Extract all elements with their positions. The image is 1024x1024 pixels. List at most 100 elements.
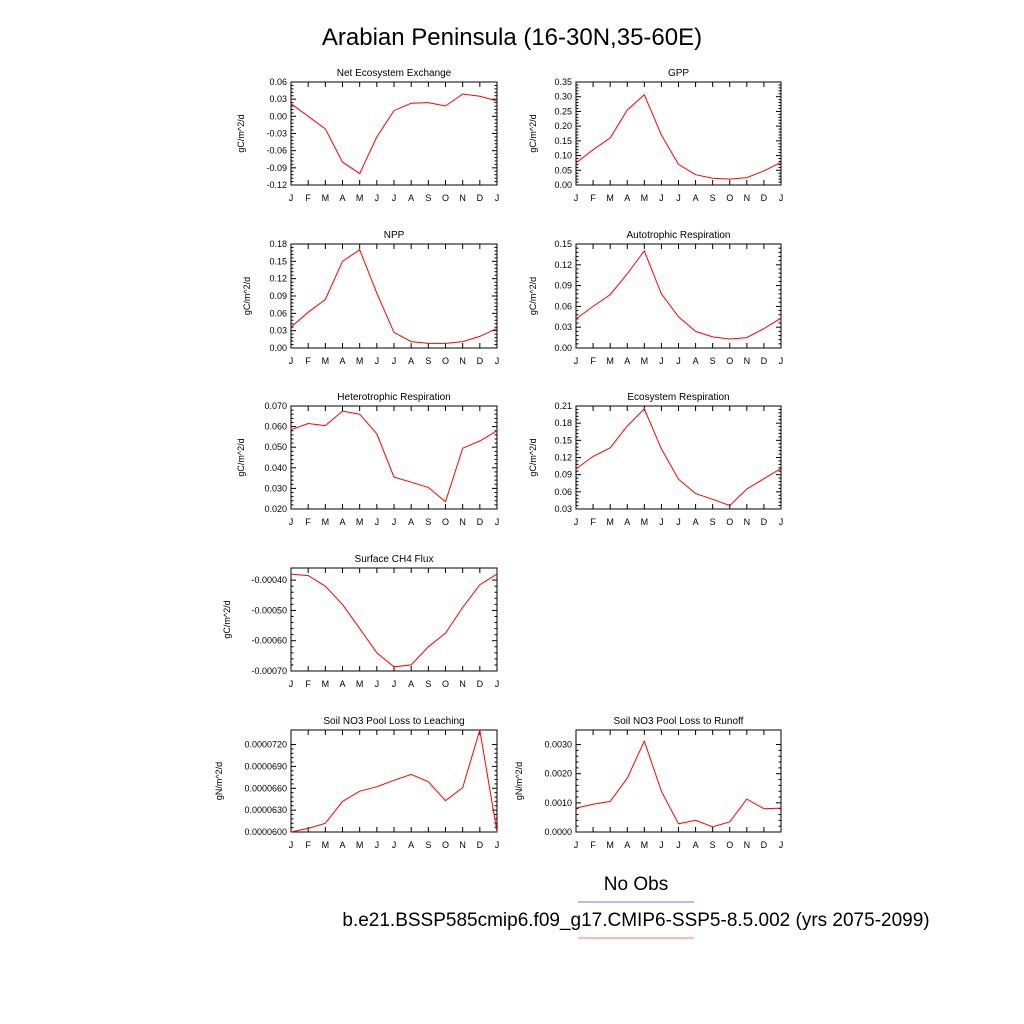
figure-title: Arabian Peninsula (16-30N,35-60E) (322, 24, 702, 51)
x-tick-label: A (339, 840, 345, 850)
y-tick-label: 0.050 (264, 442, 287, 452)
y-tick-label: 0.12 (554, 260, 572, 270)
x-tick-label: J (375, 356, 380, 366)
x-tick-label: J (392, 193, 397, 203)
x-tick-label: J (495, 679, 500, 689)
x-tick-label: S (425, 840, 431, 850)
plot-frame (575, 405, 782, 510)
y-tick-label: 0.05 (554, 165, 572, 175)
x-tick-label: F (305, 193, 311, 203)
panel-title: Surface CH4 Flux (355, 554, 434, 565)
chart-panel-8: Soil NO3 Pool Loss to Leaching 0.0000720 0… (214, 716, 499, 850)
x-tick-label: D (477, 356, 484, 366)
x-tick-label: A (693, 840, 699, 850)
series-line (575, 739, 782, 828)
x-tick-label: O (726, 517, 733, 527)
x-tick-label: N (459, 356, 466, 366)
x-tick-label: M (356, 679, 364, 689)
x-tick-label: J (375, 679, 380, 689)
y-tick-label: 0.060 (264, 422, 287, 432)
y-tick-label: 0.06 (554, 487, 572, 497)
series-line (575, 93, 782, 180)
x-tick-label: M (641, 356, 649, 366)
x-tick-label: J (659, 356, 664, 366)
y-axis-label: gC/m^2/d (528, 277, 538, 315)
x-tick-label: J (392, 840, 397, 850)
y-tick-label: 0.18 (269, 239, 287, 249)
x-tick-label: A (408, 517, 414, 527)
y-tick-label: 0.03 (554, 322, 572, 332)
y-tick-label: -0.00040 (251, 575, 287, 585)
x-tick-label: J (779, 356, 784, 366)
x-tick-label: A (408, 193, 414, 203)
x-tick-label: S (710, 356, 716, 366)
x-tick-label: A (408, 840, 414, 850)
x-tick-label: N (744, 517, 751, 527)
x-tick-label: J (676, 517, 681, 527)
x-tick-label: M (641, 517, 649, 527)
y-tick-label: 0.0000660 (244, 783, 287, 793)
y-tick-label: 0.040 (264, 463, 287, 473)
x-tick-label: J (779, 840, 784, 850)
x-tick-label: M (606, 193, 614, 203)
x-tick-label: J (289, 517, 294, 527)
plot-frame (290, 81, 498, 186)
chart-panel-9: Soil NO3 Pool Loss to Runoff 0.0030 0.0020… (514, 716, 783, 850)
x-tick-label: A (624, 193, 630, 203)
x-tick-label: J (289, 193, 294, 203)
chart-panel-1: Net Ecosystem Exchange 0.06 0.03 0.00 -0.03 -… (236, 68, 499, 203)
y-tick-label: 0.0020 (544, 769, 572, 779)
chart-panel-5: Heterotrophic Respiration 0.070 0.060 0.050… (236, 392, 499, 527)
y-tick-label: 0.09 (554, 470, 572, 480)
x-tick-label: J (495, 356, 500, 366)
y-tick-label: 0.030 (264, 483, 287, 493)
legend-label-obs: No Obs (604, 874, 668, 895)
panel-title: Autotrophic Respiration (627, 230, 731, 241)
plot-frame (290, 729, 498, 833)
panel-title: Net Ecosystem Exchange (337, 68, 452, 79)
x-tick-label: J (659, 840, 664, 850)
x-tick-label: D (761, 356, 768, 366)
y-tick-label: 0.12 (269, 274, 287, 284)
y-tick-label: 0.00 (554, 180, 572, 190)
x-tick-label: A (408, 679, 414, 689)
x-tick-label: M (356, 840, 364, 850)
x-tick-label: S (425, 517, 431, 527)
y-axis-label: gC/m^2/d (528, 114, 538, 152)
x-tick-label: N (459, 193, 466, 203)
x-tick-label: J (392, 679, 397, 689)
x-tick-label: J (495, 193, 500, 203)
y-tick-label: -0.03 (266, 129, 287, 139)
series-line (290, 573, 498, 668)
y-tick-label: 0.09 (554, 281, 572, 291)
x-tick-label: J (375, 840, 380, 850)
x-tick-label: N (744, 193, 751, 203)
x-tick-label: A (408, 356, 414, 366)
y-tick-label: 0.03 (269, 326, 287, 336)
x-tick-label: A (693, 517, 699, 527)
y-tick-label: 0.00 (269, 343, 287, 353)
x-tick-label: A (339, 517, 345, 527)
y-axis-label: gC/m^2/d (242, 277, 252, 315)
series-line (575, 249, 782, 340)
x-tick-label: S (425, 193, 431, 203)
panel-title: Soil NO3 Pool Loss to Runoff (614, 716, 744, 727)
x-tick-label: F (590, 356, 596, 366)
x-tick-label: S (710, 517, 716, 527)
y-tick-label: 0.070 (264, 401, 287, 411)
x-tick-label: F (590, 517, 596, 527)
y-tick-label: 0.00 (269, 111, 287, 121)
x-tick-label: A (693, 356, 699, 366)
x-tick-label: D (477, 193, 484, 203)
x-tick-label: M (356, 193, 364, 203)
x-tick-label: O (442, 840, 449, 850)
x-tick-label: A (339, 193, 345, 203)
x-tick-label: N (744, 840, 751, 850)
x-tick-label: N (459, 840, 466, 850)
x-tick-label: J (495, 517, 500, 527)
x-tick-label: M (356, 517, 364, 527)
x-tick-label: J (659, 517, 664, 527)
x-tick-label: D (477, 679, 484, 689)
